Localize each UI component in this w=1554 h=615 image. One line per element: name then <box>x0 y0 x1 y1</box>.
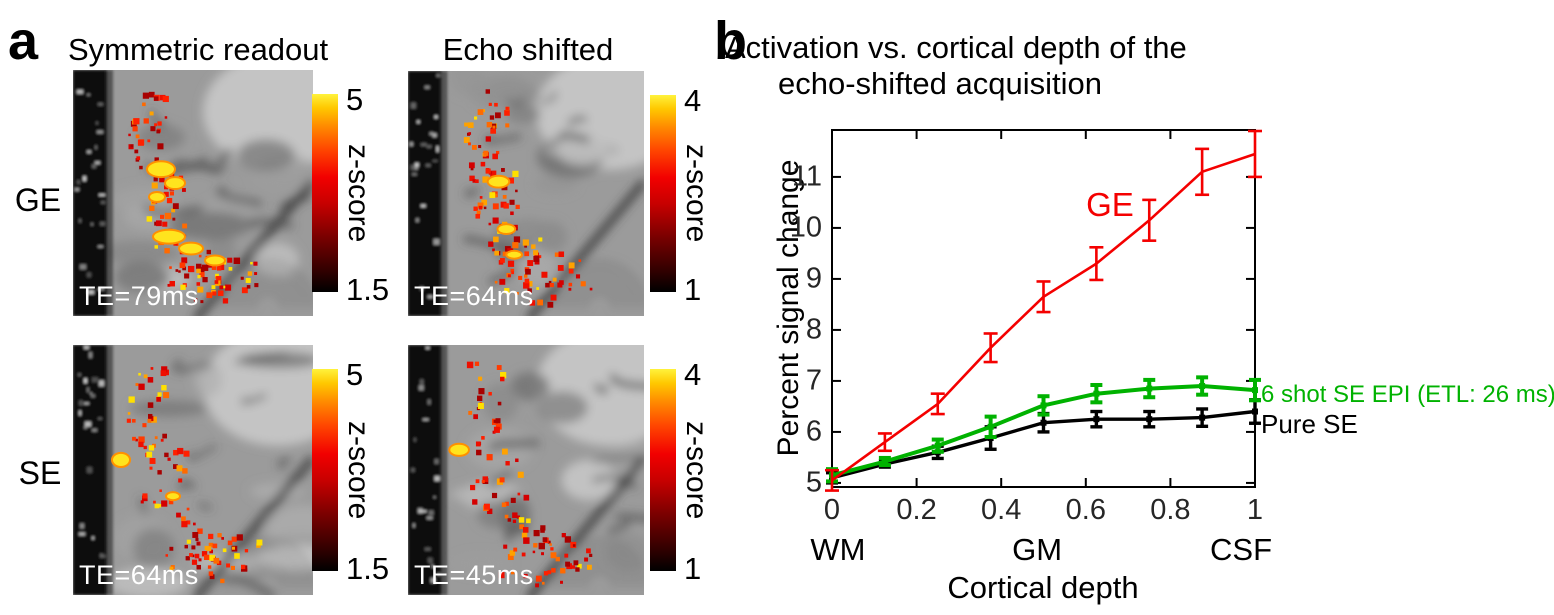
legend-entry: Pure SE <box>1261 409 1358 439</box>
x-axis-label: Cortical depth <box>947 570 1139 605</box>
y-tick-label: 7 <box>805 364 822 397</box>
activation-map-se-symmetric: TE=64ms 5 1.5 z-score <box>73 345 389 595</box>
x-tick-label: 0.4 <box>981 494 1022 526</box>
colorbar-zscore-label: z-score <box>680 144 713 243</box>
brain-slice-image <box>73 345 313 595</box>
y-tick-label: 11 <box>791 160 822 193</box>
chart-title-line1: Activation vs. cortical depth of the <box>725 30 1187 65</box>
colorbar-zscore-label: z-score <box>342 420 375 520</box>
region-label-csf: CSF <box>1210 532 1273 567</box>
x-tick-label: 1 <box>1246 494 1264 526</box>
te-label: TE=64ms <box>414 281 534 311</box>
colorbar-zscore-label: z-score <box>342 143 375 243</box>
activation-map-se-echo-shifted: TE=45ms 4 1 z-score <box>408 345 713 595</box>
activation-map-ge-symmetric: TE=79ms 5 1.5 z-score <box>73 70 389 316</box>
colorbar <box>650 369 676 571</box>
brain-slice-image <box>73 70 313 316</box>
series-inline-label-ge: GE <box>1086 185 1134 223</box>
colorbar <box>312 369 338 571</box>
y-tick-label: 8 <box>805 313 822 346</box>
te-label: TE=64ms <box>79 560 199 590</box>
x-tick-label: 0.8 <box>1150 494 1191 526</box>
x-tick-label: 0.6 <box>1065 494 1106 526</box>
y-tick-label: 5 <box>805 466 822 499</box>
colorbar-max-label: 4 <box>684 83 702 118</box>
colorbar <box>312 94 338 292</box>
row-label-se: SE <box>18 455 62 491</box>
row-label-ge: GE <box>14 182 62 218</box>
panel-b-label: b <box>714 11 747 71</box>
colorbar-max-label: 5 <box>346 357 364 392</box>
colorbar <box>650 95 676 292</box>
activation-map-ge-echo-shifted: TE=64ms 4 1 z-score <box>408 71 713 316</box>
colorbar-zscore-label: z-score <box>680 420 713 520</box>
brain-slice-image <box>408 345 644 595</box>
y-tick-label: 10 <box>789 211 822 244</box>
column-title-symmetric-readout: Symmetric readout <box>68 32 329 67</box>
y-tick-label: 6 <box>805 415 822 448</box>
colorbar-min-label: 1.5 <box>346 272 390 307</box>
colorbar-min-label: 1.5 <box>346 551 390 586</box>
x-tick-label: 0.2 <box>896 494 937 526</box>
colorbar-max-label: 4 <box>684 357 702 392</box>
column-title-echo-shifted: Echo shifted <box>442 32 614 67</box>
colorbar-min-label: 1 <box>684 272 702 307</box>
te-label: TE=45ms <box>414 560 534 590</box>
colorbar-max-label: 5 <box>346 82 364 117</box>
chart-title-line2: echo-shifted acquisition <box>778 66 1102 101</box>
colorbar-min-label: 1 <box>684 551 702 586</box>
legend-entry: 6 shot SE EPI (ETL: 26 ms) <box>1261 381 1554 408</box>
x-tick-label: 0 <box>823 494 841 526</box>
region-label-gm: GM <box>1012 532 1063 567</box>
panel-a-label: a <box>8 11 39 71</box>
y-tick-label: 9 <box>805 262 822 295</box>
brain-slice-image <box>408 71 644 316</box>
region-label-wm: WM <box>810 532 866 567</box>
te-label: TE=79ms <box>79 281 199 311</box>
